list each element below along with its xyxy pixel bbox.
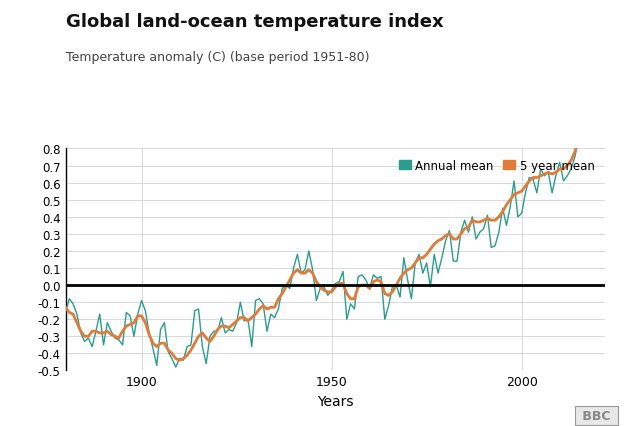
- Legend: Annual mean, 5 year mean: Annual mean, 5 year mean: [394, 155, 600, 177]
- Text: BBC: BBC: [578, 409, 615, 422]
- Text: Temperature anomaly (C) (base period 1951-80): Temperature anomaly (C) (base period 195…: [66, 51, 369, 64]
- X-axis label: Years: Years: [317, 394, 354, 408]
- Text: Global land-ocean temperature index: Global land-ocean temperature index: [66, 13, 443, 31]
